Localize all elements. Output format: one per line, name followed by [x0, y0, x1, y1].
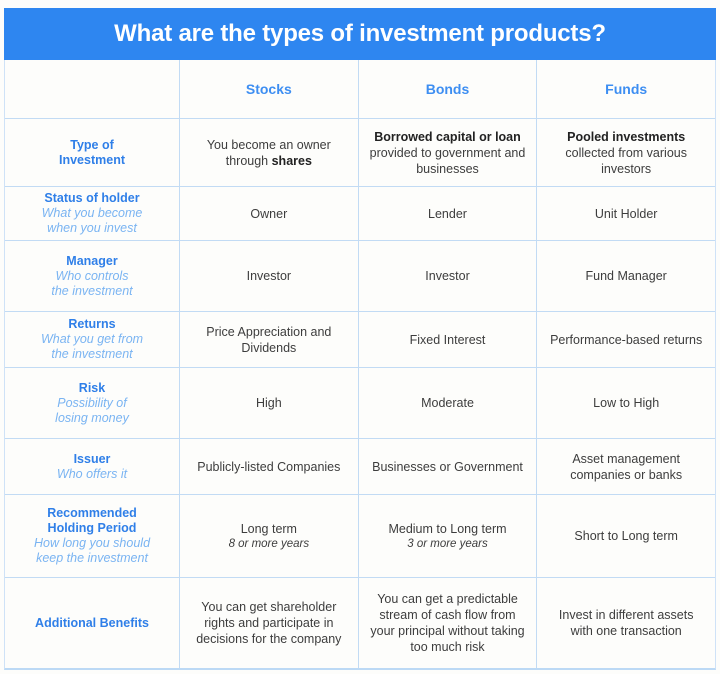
sublabel-line-2: losing money [55, 410, 129, 425]
sublabel-line-1: Who offers it [56, 466, 128, 481]
label-line-1: Additional Benefits [35, 615, 149, 630]
table-header-row: Stocks Bonds Funds [5, 60, 715, 119]
cell-bonds-status: Lender [359, 187, 538, 240]
cell-text: Businesses or Government [372, 459, 523, 474]
label-line-1: Returns [68, 317, 116, 331]
cell-text: You can get a predictable stream of cash… [370, 592, 525, 654]
cell-text: Low to High [593, 396, 660, 410]
cell-stocks-returns: Price Appreciation and Dividends [180, 312, 359, 367]
cell-text: Short to Long term [574, 529, 678, 543]
table-row: Status of holder What you become when yo… [5, 187, 715, 241]
row-label-manager: Manager Who controls the investment [5, 241, 180, 311]
label-line-1: Risk [78, 380, 106, 395]
cell-stocks-benefits: You can get shareholder rights and parti… [180, 578, 359, 668]
cell-text: Investor [246, 269, 292, 283]
cell-funds-holding-period: Short to Long term [537, 495, 715, 577]
cell-text: Moderate [421, 396, 474, 410]
title-banner: What are the types of investment product… [4, 8, 716, 60]
cell-text: Performance-based returns [550, 332, 703, 347]
sublabel-line-1: What you become [41, 206, 143, 220]
sublabel-line-1: What you get from [40, 332, 144, 346]
label-line-2: Investment [59, 152, 125, 167]
cell-funds-benefits: Invest in different assets with one tran… [537, 578, 715, 668]
header-label-stocks: Stocks [245, 81, 292, 97]
table-row: Risk Possibility of losing money High Mo… [5, 368, 715, 439]
cell-text: Publicly-listed Companies [197, 459, 341, 474]
cell-text: Invest in different assets with one tran… [558, 608, 694, 638]
header-label-bonds: Bonds [425, 81, 470, 97]
cell-text: Pooled investments collected from various… [565, 129, 687, 176]
cell-bonds-risk: Moderate [359, 368, 538, 438]
cell-funds-risk: Low to High [537, 368, 715, 438]
table-row: Type of Investment You become an owner t… [5, 119, 715, 187]
cell-funds-type: Pooled investments collected from various… [537, 119, 715, 186]
cell-stocks-manager: Investor [180, 241, 359, 311]
page-title: What are the types of investment product… [114, 20, 606, 47]
header-cell-stocks: Stocks [180, 60, 359, 118]
label-line-1: Manager [66, 253, 118, 268]
label-line-1: Type of [70, 137, 114, 152]
header-label-funds: Funds [605, 81, 648, 97]
row-label-returns: Returns What you get from the investment [5, 312, 180, 367]
label-line-1: Status of holder [44, 191, 140, 205]
comparison-table: Stocks Bonds Funds Type of Investment Yo… [4, 60, 716, 670]
cell-stocks-holding-period: Long term 8 or more years [180, 495, 359, 577]
cell-text: Price Appreciation and Dividends [206, 324, 332, 355]
label-line-2: Holding Period [47, 521, 137, 535]
sublabel-line-1: How long you should [33, 536, 151, 550]
table-row: Additional Benefits You can get sharehol… [5, 578, 715, 668]
cell-text: Investor [425, 269, 470, 283]
label-line-1: Recommended [47, 506, 137, 520]
cell-funds-issuer: Asset management companies or banks [537, 439, 715, 494]
cell-stocks-risk: High [180, 368, 359, 438]
cell-stocks-status: Owner [180, 187, 359, 240]
cell-bonds-returns: Fixed Interest [359, 312, 538, 367]
cell-funds-returns: Performance-based returns [537, 312, 715, 367]
cell-text: Borrowed capital or loan provided to gove… [369, 129, 526, 176]
sublabel-line-2: the investment [51, 283, 133, 298]
cell-text: Fixed Interest [409, 332, 486, 347]
cell-text: Long term [240, 521, 297, 536]
sublabel-line-2: when you invest [47, 221, 137, 235]
cell-bonds-manager: Investor [359, 241, 538, 311]
cell-text: You become an owner through shares [206, 137, 331, 168]
cell-bonds-holding-period: Medium to Long term 3 or more years [359, 495, 538, 577]
row-label-risk: Risk Possibility of losing money [5, 368, 180, 438]
cell-subtext: 8 or more years [228, 537, 310, 550]
cell-bonds-type: Borrowed capital or loan provided to gove… [359, 119, 538, 186]
cell-text: You can get shareholder rights and parti… [196, 600, 342, 646]
row-label-status-of-holder: Status of holder What you become when yo… [5, 187, 180, 240]
sublabel-line-2: keep the investment [36, 551, 148, 565]
cell-text: Medium to Long term [388, 521, 507, 536]
sublabel-line-1: Possibility of [57, 395, 127, 410]
cell-stocks-issuer: Publicly-listed Companies [180, 439, 359, 494]
cell-stocks-type: You become an owner through shares [180, 119, 359, 186]
row-label-issuer: Issuer Who offers it [5, 439, 180, 494]
cell-subtext: 3 or more years [407, 537, 488, 550]
row-label-recommended-holding-period: Recommended Holding Period How long you … [5, 495, 180, 577]
sublabel-line-2: the investment [51, 347, 133, 361]
header-cell-funds: Funds [537, 60, 715, 118]
row-label-additional-benefits: Additional Benefits [5, 578, 180, 668]
cell-funds-manager: Fund Manager [537, 241, 715, 311]
cell-text: Owner [250, 206, 288, 221]
header-cell-bonds: Bonds [359, 60, 538, 118]
sublabel-line-1: Who controls [55, 268, 129, 283]
label-line-1: Issuer [73, 451, 111, 466]
table-row: Issuer Who offers it Publicly-listed Com… [5, 439, 715, 495]
row-label-type-of-investment: Type of Investment [5, 119, 180, 186]
cell-funds-status: Unit Holder [537, 187, 715, 240]
cell-text: Fund Manager [585, 269, 667, 283]
cell-text: Unit Holder [594, 206, 658, 221]
table-row: Manager Who controls the investment Inve… [5, 241, 715, 312]
cell-text: High [255, 396, 282, 410]
cell-bonds-benefits: You can get a predictable stream of cash… [359, 578, 538, 668]
table-row: Recommended Holding Period How long you … [5, 495, 715, 578]
table-row: Returns What you get from the investment… [5, 312, 715, 368]
cell-text: Asset management companies or banks [570, 451, 683, 482]
cell-bonds-issuer: Businesses or Government [359, 439, 538, 494]
cell-text: Lender [428, 206, 467, 221]
header-cell-blank [5, 60, 180, 118]
